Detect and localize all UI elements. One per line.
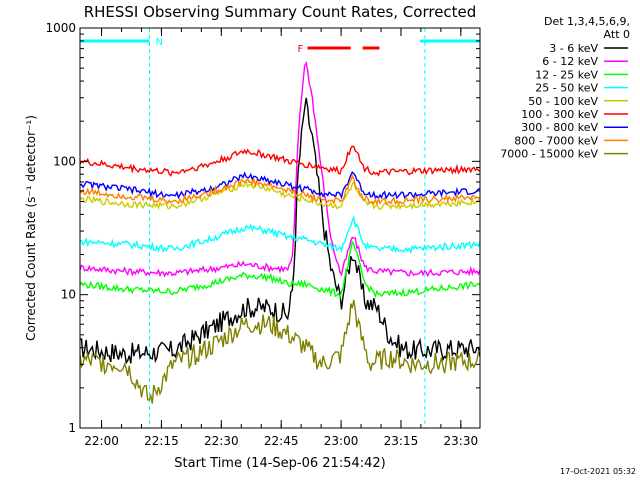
legend-label-7: 800 - 7000 keV: [514, 134, 598, 147]
series-line-12-25kev: [79, 240, 481, 300]
axes: 1 10 100 1000 22:00 22:15 22:30 22:45 23:00 23:15…: [45, 21, 480, 448]
series-line-300-800kev: [79, 171, 481, 200]
legend-label-5: 100 - 300 keV: [521, 108, 598, 121]
flag-label-F: F: [298, 44, 304, 55]
y-tick-label-3: 1000: [45, 21, 76, 35]
series-line-3-6kev: [79, 97, 481, 365]
legend-label-0: 3 - 6 keV: [549, 42, 598, 55]
series-line-7000-15000kev: [79, 299, 481, 404]
y-tick-label-2: 100: [53, 154, 76, 168]
y-axis-label: Corrected Count Rate (s⁻¹ detector⁻¹): [24, 115, 38, 341]
x-tick-label-4: 23:00: [324, 434, 359, 448]
legend-label-1: 6 - 12 keV: [542, 55, 598, 68]
legend-label-4: 50 - 100 keV: [528, 95, 598, 108]
x-tick-label-5: 23:15: [384, 434, 419, 448]
x-tick-label-0: 22:00: [84, 434, 119, 448]
x-axis-label: Start Time (14-Sep-06 21:54:42): [174, 456, 385, 471]
plot-frame: [79, 27, 481, 429]
series-line-6-12kev: [79, 60, 481, 278]
legend-label-6: 300 - 800 keV: [521, 121, 598, 134]
series-line-100-300kev: [79, 145, 481, 177]
plot-area: NF: [79, 28, 481, 428]
y-tick-label-1: 10: [61, 288, 76, 302]
x-tick-label-1: 22:15: [144, 434, 179, 448]
legend-label-8: 7000 - 15000 keV: [500, 148, 598, 161]
legend-label-3: 25 - 50 keV: [535, 82, 598, 95]
series-line-800-7000kev: [79, 174, 481, 207]
timestamp: 17-Oct-2021 05:32: [560, 467, 636, 476]
chart-title: RHESSI Observing Summary Count Rates, Co…: [84, 3, 477, 21]
legend-header-1: Det 1,3,4,5,6,9,: [544, 15, 630, 28]
legend-label-2: 12 - 25 keV: [535, 68, 598, 81]
x-tick-label-2: 22:30: [204, 434, 239, 448]
flag-label-N: N: [155, 37, 162, 48]
series-line-25-50kev: [79, 215, 481, 255]
legend-header-2: Att 0: [604, 28, 630, 41]
x-tick-label-6: 23:30: [444, 434, 479, 448]
series-line-50-100kev: [79, 178, 481, 211]
x-tick-label-3: 22:45: [264, 434, 299, 448]
y-tick-label-0: 1: [68, 421, 76, 435]
